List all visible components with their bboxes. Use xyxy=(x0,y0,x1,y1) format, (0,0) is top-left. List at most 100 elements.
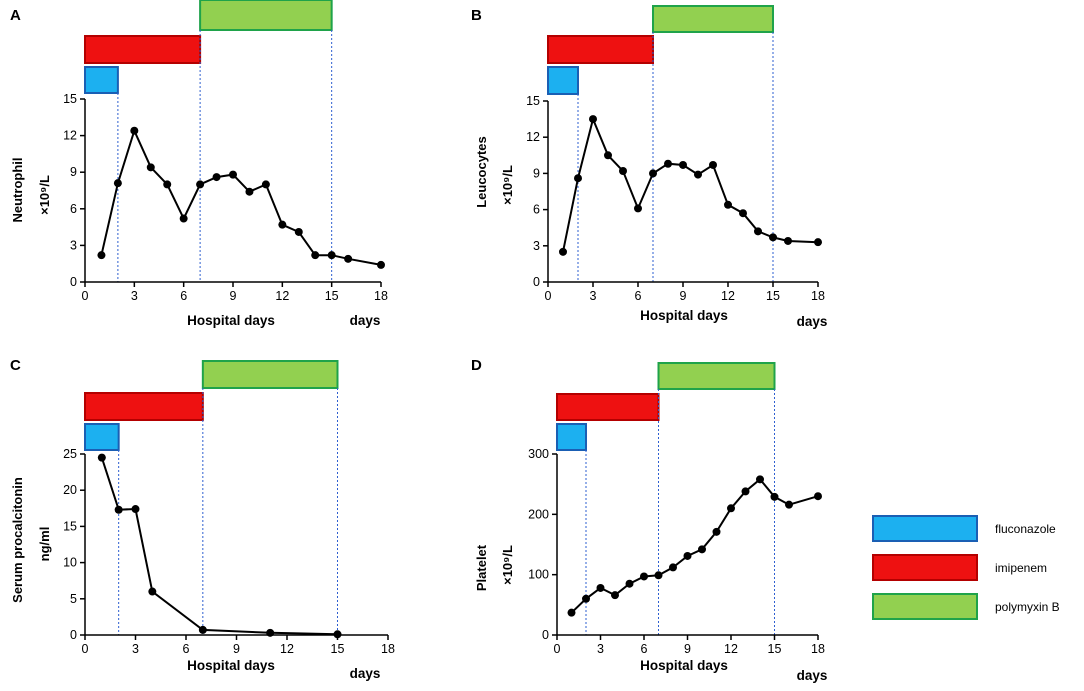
x-tick-label: 0 xyxy=(545,289,552,303)
data-point xyxy=(582,594,590,603)
panel-c: C 0 5 10 15 20 25 0 3 6 9 12 15 18 Hospital days days Se… xyxy=(10,357,395,681)
x-axis-unit: days xyxy=(797,668,828,683)
x-axis-title: Hospital days xyxy=(640,308,728,323)
y-tick-label: 20 xyxy=(63,483,77,497)
data-point xyxy=(198,625,207,634)
x-tick-label: 6 xyxy=(641,642,648,656)
treatment-bar-fluconazole xyxy=(84,66,119,94)
treatment-bar-polymyxin xyxy=(652,5,774,33)
x-tick-label: 9 xyxy=(680,289,687,303)
y-tick-label: 12 xyxy=(526,130,540,144)
data-point xyxy=(679,160,687,169)
y-tick-label: 3 xyxy=(70,238,77,252)
data-point xyxy=(724,200,732,209)
x-axis-unit: days xyxy=(797,314,828,329)
y-axis-unit: ng/ml xyxy=(37,527,52,562)
x-tick-label: 9 xyxy=(230,289,237,303)
data-point xyxy=(146,163,155,172)
x-tick-label: 18 xyxy=(381,642,395,656)
data-point xyxy=(683,551,692,560)
data-point xyxy=(130,126,139,135)
panel-letter: B xyxy=(471,7,482,24)
data-point xyxy=(769,233,777,242)
y-tick-label: 9 xyxy=(70,165,77,179)
y-tick-label: 25 xyxy=(63,447,77,461)
x-tick-label: 15 xyxy=(768,642,782,656)
x-tick-label: 15 xyxy=(331,642,345,656)
y-tick-label: 200 xyxy=(528,507,549,521)
data-point xyxy=(344,254,353,263)
x-tick-label: 9 xyxy=(684,642,691,656)
panel-letter: A xyxy=(10,7,21,24)
data-point xyxy=(712,527,721,536)
x-tick-label: 0 xyxy=(554,642,561,656)
y-tick-label: 0 xyxy=(533,275,540,289)
x-tick-label: 6 xyxy=(183,642,190,656)
x-tick-label: 9 xyxy=(233,642,240,656)
y-axis-title: Platelet xyxy=(474,544,489,591)
data-point xyxy=(113,179,122,188)
y-tick-label: 15 xyxy=(63,92,77,106)
data-point xyxy=(163,180,172,189)
series-line xyxy=(570,477,819,614)
x-tick-label: 0 xyxy=(82,642,89,656)
data-point xyxy=(694,170,702,179)
data-point xyxy=(311,251,320,260)
data-point xyxy=(589,115,597,124)
treatment-bar-imipenem xyxy=(84,35,202,64)
x-tick-label: 3 xyxy=(131,289,138,303)
data-point xyxy=(97,251,106,260)
y-tick-label: 9 xyxy=(533,166,540,180)
data-point xyxy=(709,160,717,169)
legend-label-polymyxin: polymyxin B xyxy=(995,600,1060,614)
data-point xyxy=(814,492,822,501)
treatment-bar-fluconazole xyxy=(84,423,120,451)
y-tick-label: 15 xyxy=(63,519,77,533)
x-axis-title: Hospital days xyxy=(187,658,275,673)
data-point xyxy=(784,236,792,245)
x-tick-label: 12 xyxy=(280,642,294,656)
x-tick-label: 15 xyxy=(325,289,339,303)
data-point xyxy=(727,504,735,513)
data-point xyxy=(114,505,123,514)
treatment-bar-polymyxin xyxy=(199,0,333,31)
data-point xyxy=(131,505,140,514)
data-point xyxy=(649,169,657,178)
legend-label-fluconazole: fluconazole xyxy=(995,522,1056,536)
data-point xyxy=(567,608,576,617)
data-point xyxy=(327,251,336,260)
y-tick-label: 0 xyxy=(542,628,549,642)
data-point xyxy=(619,166,627,175)
series-line xyxy=(100,457,338,636)
treatment-bar-imipenem xyxy=(547,35,654,64)
data-point xyxy=(770,492,779,501)
x-tick-label: 3 xyxy=(590,289,597,303)
data-point xyxy=(196,180,205,189)
treatment-bar-fluconazole xyxy=(556,423,587,451)
data-point xyxy=(739,209,747,218)
x-tick-label: 0 xyxy=(82,289,89,303)
x-tick-label: 6 xyxy=(180,289,187,303)
data-point xyxy=(814,238,822,247)
x-axis-unit: days xyxy=(350,313,381,328)
data-point xyxy=(294,227,303,236)
data-point xyxy=(179,214,188,223)
x-tick-label: 18 xyxy=(374,289,388,303)
x-tick-label: 6 xyxy=(635,289,642,303)
series-line xyxy=(100,127,382,266)
data-point xyxy=(604,151,612,160)
data-point xyxy=(669,563,677,572)
panel-d: D 0 100 200 300 0 3 6 9 12 15 18 Hospital days days Pl… xyxy=(471,357,827,683)
y-tick-label: 5 xyxy=(70,592,77,606)
x-tick-label: 12 xyxy=(721,289,735,303)
panel-letter: C xyxy=(10,357,21,374)
data-point xyxy=(559,247,567,256)
data-point xyxy=(654,571,663,580)
data-point xyxy=(640,572,648,581)
y-tick-label: 15 xyxy=(526,94,540,108)
y-axis-unit: ×10⁹/L xyxy=(500,165,515,205)
data-point xyxy=(625,579,634,588)
data-point xyxy=(97,453,106,462)
data-point xyxy=(754,227,762,236)
